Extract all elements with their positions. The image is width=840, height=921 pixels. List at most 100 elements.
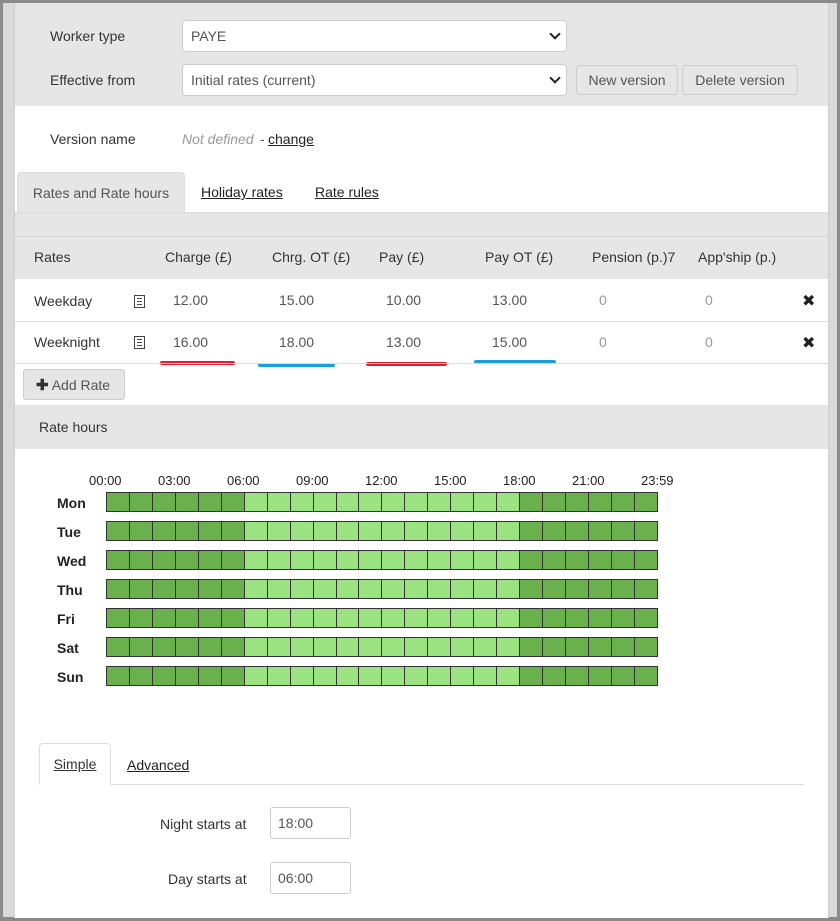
night-hour-slot[interactable]: [543, 551, 567, 569]
night-hour-slot[interactable]: [107, 580, 130, 598]
day-hour-slot[interactable]: [474, 493, 498, 511]
delete-version-button[interactable]: Delete version: [682, 65, 798, 95]
day-hour-slot[interactable]: [290, 638, 314, 656]
night-hour-slot[interactable]: [198, 667, 222, 685]
night-hour-slot[interactable]: [543, 580, 567, 598]
day-hour-slot[interactable]: [267, 551, 291, 569]
night-hour-slot[interactable]: [198, 551, 222, 569]
night-hour-slot[interactable]: [152, 493, 176, 511]
document-icon[interactable]: [134, 295, 145, 308]
day-hour-slot[interactable]: [405, 580, 429, 598]
charge-ot-cell[interactable]: 18.00: [279, 334, 315, 350]
night-hour-slot[interactable]: [129, 638, 153, 656]
night-hour-slot[interactable]: [198, 638, 222, 656]
night-hour-slot[interactable]: [589, 493, 612, 511]
effective-from-select[interactable]: Initial rates (current): [182, 64, 567, 96]
day-hour-slot[interactable]: [267, 493, 291, 511]
day-hour-slot[interactable]: [359, 522, 383, 540]
night-hour-slot[interactable]: [634, 580, 657, 598]
tab-simple-label[interactable]: Simple: [53, 756, 97, 772]
night-hour-slot[interactable]: [589, 609, 612, 627]
night-hour-slot[interactable]: [611, 522, 635, 540]
night-hour-slot[interactable]: [107, 638, 130, 656]
day-hour-slot[interactable]: [405, 667, 429, 685]
charge-ot-cell[interactable]: 15.00: [279, 292, 315, 308]
day-starts-input[interactable]: [270, 862, 351, 894]
day-hour-slot[interactable]: [497, 580, 521, 598]
day-hour-slot[interactable]: [451, 638, 475, 656]
day-hour-slot[interactable]: [451, 493, 475, 511]
night-hour-slot[interactable]: [198, 609, 222, 627]
day-hour-slot[interactable]: [359, 493, 383, 511]
night-hour-slot[interactable]: [566, 522, 590, 540]
day-hour-slot[interactable]: [359, 609, 383, 627]
day-hour-slot[interactable]: [382, 667, 406, 685]
night-hour-slot[interactable]: [520, 522, 544, 540]
night-hour-slot[interactable]: [107, 609, 130, 627]
day-hour-slot[interactable]: [451, 551, 475, 569]
night-hour-slot[interactable]: [520, 551, 544, 569]
day-hour-slot[interactable]: [336, 667, 360, 685]
night-hour-slot[interactable]: [543, 522, 567, 540]
day-hour-slot[interactable]: [451, 667, 475, 685]
day-hour-slot[interactable]: [336, 493, 360, 511]
day-hour-slot[interactable]: [267, 609, 291, 627]
night-hour-slot[interactable]: [611, 493, 635, 511]
night-hour-slot[interactable]: [566, 580, 590, 598]
day-hour-slot[interactable]: [244, 493, 268, 511]
night-hour-slot[interactable]: [107, 493, 130, 511]
day-hour-slot[interactable]: [405, 522, 429, 540]
night-hour-slot[interactable]: [634, 522, 657, 540]
day-hour-slot[interactable]: [244, 522, 268, 540]
night-hour-slot[interactable]: [152, 580, 176, 598]
new-version-button[interactable]: New version: [576, 65, 678, 95]
night-hour-slot[interactable]: [129, 667, 153, 685]
day-hour-slot[interactable]: [405, 609, 429, 627]
day-hour-slot[interactable]: [290, 522, 314, 540]
night-hour-slot[interactable]: [520, 638, 544, 656]
night-hour-slot[interactable]: [566, 609, 590, 627]
night-hour-slot[interactable]: [520, 493, 544, 511]
pay-ot-cell[interactable]: 13.00: [492, 292, 528, 308]
pension-cell[interactable]: 0: [599, 292, 607, 308]
night-hour-slot[interactable]: [129, 493, 153, 511]
tab-rates-and-rate-hours[interactable]: Rates and Rate hours: [17, 172, 185, 213]
day-hour-slot[interactable]: [497, 493, 521, 511]
effective-from-select-wrap[interactable]: Initial rates (current): [182, 64, 567, 96]
night-hour-slot[interactable]: [520, 580, 544, 598]
appship-cell[interactable]: 0: [705, 334, 713, 350]
night-hour-slot[interactable]: [129, 522, 153, 540]
day-hour-slot[interactable]: [313, 638, 337, 656]
day-hour-slot[interactable]: [428, 551, 452, 569]
night-hour-slot[interactable]: [520, 667, 544, 685]
night-hour-slot[interactable]: [634, 638, 657, 656]
night-hour-slot[interactable]: [589, 551, 612, 569]
night-hour-slot[interactable]: [221, 522, 245, 540]
day-hour-slot[interactable]: [336, 551, 360, 569]
day-hour-slot[interactable]: [405, 551, 429, 569]
worker-type-select-wrap[interactable]: PAYE: [182, 20, 567, 52]
night-hour-slot[interactable]: [634, 667, 657, 685]
day-hour-slot[interactable]: [244, 551, 268, 569]
tab-simple[interactable]: Simple: [39, 743, 111, 785]
night-hour-slot[interactable]: [175, 580, 199, 598]
night-hour-slot[interactable]: [566, 551, 590, 569]
night-hour-slot[interactable]: [221, 580, 245, 598]
tab-holiday-rates[interactable]: Holiday rates: [201, 184, 283, 200]
day-hour-slot[interactable]: [359, 638, 383, 656]
night-hour-slot[interactable]: [152, 551, 176, 569]
day-hour-slot[interactable]: [382, 580, 406, 598]
night-hour-slot[interactable]: [611, 551, 635, 569]
night-hour-slot[interactable]: [566, 638, 590, 656]
day-hour-slot[interactable]: [244, 609, 268, 627]
tab-advanced[interactable]: Advanced: [127, 757, 190, 773]
day-hour-slot[interactable]: [359, 580, 383, 598]
night-hour-slot[interactable]: [221, 638, 245, 656]
day-hour-slot[interactable]: [313, 493, 337, 511]
night-hour-slot[interactable]: [152, 522, 176, 540]
day-hour-slot[interactable]: [382, 493, 406, 511]
night-hour-slot[interactable]: [221, 493, 245, 511]
night-hour-slot[interactable]: [198, 522, 222, 540]
appship-cell[interactable]: 0: [705, 292, 713, 308]
night-hour-slot[interactable]: [566, 667, 590, 685]
